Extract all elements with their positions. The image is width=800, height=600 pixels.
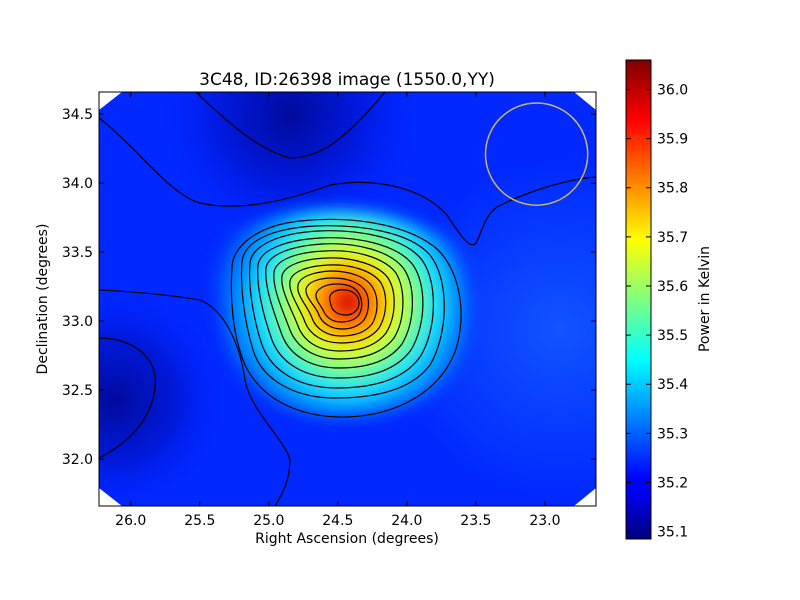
contour-left-low bbox=[99, 337, 156, 459]
colorbar-tick-label: 35.3 bbox=[657, 426, 688, 442]
y-axis-ticks: 32.0 32.5 33.0 33.5 34.0 34.5 bbox=[62, 107, 596, 468]
x-axis-label: Right Ascension (degrees) bbox=[255, 531, 439, 547]
beam-circle bbox=[484, 102, 589, 206]
contour-level-1 bbox=[230, 218, 462, 418]
colorbar-tick-label: 35.7 bbox=[657, 230, 688, 246]
contour-background-upper bbox=[99, 117, 596, 246]
y-tick-label: 33.5 bbox=[62, 245, 93, 261]
contour-level-5 bbox=[265, 243, 413, 369]
colorbar-tick-label: 36.0 bbox=[657, 82, 688, 98]
colorbar-tick-label: 35.2 bbox=[657, 476, 688, 492]
heatmap bbox=[99, 92, 596, 506]
contour-level-4 bbox=[257, 237, 424, 379]
colorbar: 35.1 35.2 35.3 35.4 35.5 35.6 35.7 35.8 35.9 36.0… bbox=[625, 59, 713, 541]
corner-mask-tl bbox=[99, 92, 122, 110]
y-tick-label: 32.5 bbox=[62, 383, 93, 399]
x-tick-label: 23.0 bbox=[529, 513, 560, 529]
contour-background-lower bbox=[99, 289, 291, 506]
colorbar-tick-label: 35.5 bbox=[657, 328, 688, 344]
x-tick-label: 24.5 bbox=[322, 513, 353, 529]
contour-level-9 bbox=[297, 270, 378, 337]
x-axis-ticks: 26.0 25.5 25.0 24.5 24.0 23.5 23.0 bbox=[115, 92, 561, 529]
plot-frame bbox=[98, 91, 597, 507]
colorbar-tick-label: 35.9 bbox=[657, 132, 688, 148]
colorbar-tick-label: 35.4 bbox=[657, 377, 688, 393]
colorbar-tick-label: 35.6 bbox=[657, 279, 688, 295]
colorbar-tick-label: 35.1 bbox=[657, 525, 688, 541]
chart-title: 3C48, ID:26398 image (1550.0,YY) bbox=[199, 70, 495, 90]
contour-lines bbox=[99, 92, 596, 506]
x-tick-label: 26.0 bbox=[115, 513, 146, 529]
colorbar-tick-label: 35.8 bbox=[657, 181, 688, 197]
y-tick-label: 33.0 bbox=[62, 314, 93, 330]
contour-level-3 bbox=[249, 230, 434, 389]
contour-level-7 bbox=[281, 257, 395, 352]
contour-level-8 bbox=[289, 264, 387, 344]
contour-top-low bbox=[195, 92, 386, 159]
contour-level-10 bbox=[305, 277, 370, 330]
corner-mask-br bbox=[574, 488, 596, 506]
colorbar-ticks: 35.1 35.2 35.3 35.4 35.5 35.6 35.7 35.8 35.9 36.0 bbox=[626, 82, 688, 541]
x-tick-label: 25.0 bbox=[253, 513, 284, 529]
contour-level-2 bbox=[240, 225, 445, 399]
contour-level-11 bbox=[315, 283, 363, 323]
y-tick-label: 34.0 bbox=[62, 176, 93, 192]
x-tick-label: 24.0 bbox=[391, 513, 422, 529]
corner-mask-bl bbox=[99, 488, 122, 506]
colorbar-gradient bbox=[625, 59, 652, 540]
contour-level-12 bbox=[328, 289, 360, 316]
y-tick-label: 34.5 bbox=[62, 107, 93, 123]
y-axis-label: Declination (degrees) bbox=[35, 224, 51, 375]
heatmap-peak-region bbox=[214, 209, 469, 417]
contour-level-6 bbox=[273, 250, 404, 360]
x-tick-label: 25.5 bbox=[184, 513, 215, 529]
colorbar-label: Power in Kelvin bbox=[697, 246, 713, 352]
corner-mask-tr bbox=[574, 92, 596, 110]
y-tick-label: 32.0 bbox=[62, 452, 93, 468]
x-tick-label: 23.5 bbox=[460, 513, 491, 529]
